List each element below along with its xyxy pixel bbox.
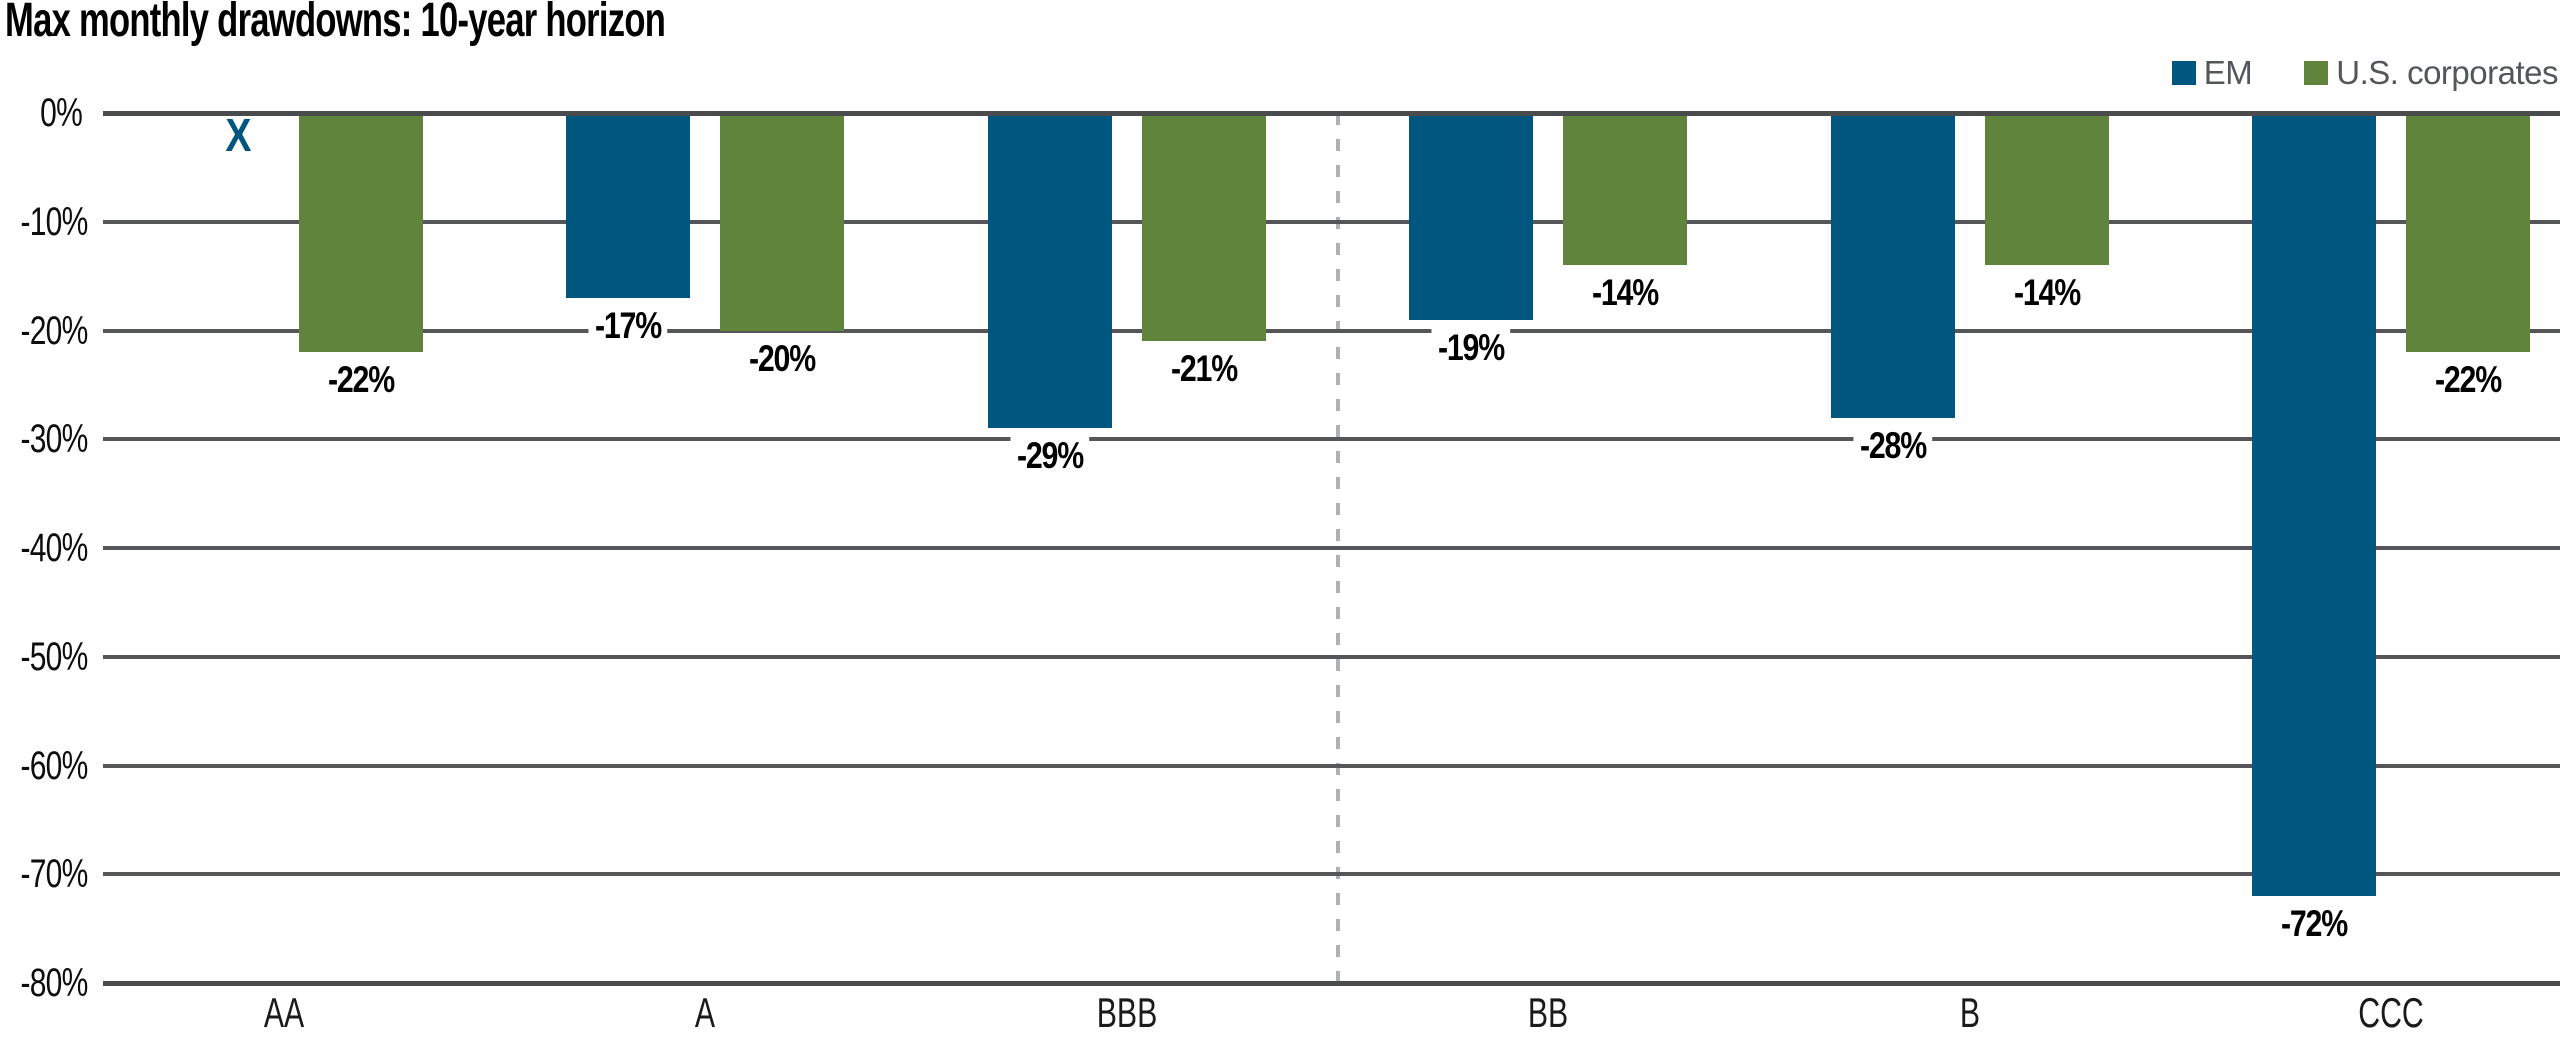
- gridline: [103, 437, 2560, 442]
- bar-value-label: -72%: [2274, 903, 2354, 945]
- chart-legend: EM U.S. corporates: [2171, 54, 2558, 92]
- y-tick-label: -40%: [20, 526, 89, 570]
- y-tick-label: -30%: [20, 417, 89, 462]
- gridline: [103, 219, 2560, 224]
- bar-us-corporates-bbb: [1141, 116, 1266, 342]
- x-axis-category-label: AA: [263, 989, 304, 1036]
- y-tick-label: -60%: [20, 743, 89, 788]
- chart-title: Max monthly drawdowns: 10-year horizon: [5, 0, 666, 47]
- bar-em-bb: [1409, 116, 1534, 320]
- legend-swatch-icon: [2171, 61, 2196, 85]
- bar-us-corporates-a: [720, 116, 845, 331]
- bar-em-bbb: [987, 116, 1112, 429]
- bar-us-corporates-ccc: [2406, 116, 2531, 353]
- legend-item-em: EM: [2171, 54, 2253, 92]
- bar-us-corporates-aa: [298, 116, 423, 353]
- bar-us-corporates-bb: [1563, 116, 1688, 266]
- legend-swatch-icon: [2304, 61, 2329, 85]
- bar-value-label: -14%: [2007, 272, 2087, 315]
- gridline: [103, 872, 2560, 877]
- y-tick-label: -70%: [20, 852, 89, 897]
- bar-em-ccc: [2252, 116, 2377, 896]
- x-axis-category-label: BBB: [1096, 989, 1158, 1036]
- bar-value-label: -22%: [321, 359, 401, 402]
- bar-value-label: -29%: [1010, 435, 1090, 478]
- bar-value-label: -17%: [588, 304, 668, 347]
- bar-value-label: -20%: [742, 337, 822, 380]
- no-data-marker: X: [225, 109, 251, 161]
- bar-value-label: -21%: [1164, 348, 1244, 391]
- zero-baseline: [103, 111, 2560, 116]
- gridline: [103, 328, 2560, 333]
- legend-label: EM: [2203, 54, 2253, 91]
- legend-label: U.S. corporates: [2336, 54, 2558, 91]
- y-tick-label: 0%: [40, 91, 83, 135]
- x-axis-line: [103, 981, 2560, 986]
- gridline: [103, 654, 2560, 659]
- legend-item-us-corporates: U.S. corporates: [2304, 54, 2558, 92]
- x-axis-category-label: BB: [1528, 989, 1569, 1036]
- bar-em-a: [566, 116, 691, 298]
- bar-us-corporates-b: [1984, 116, 2109, 266]
- bar-value-label: -22%: [2428, 359, 2508, 402]
- x-axis-category-label: A: [695, 989, 716, 1036]
- y-tick-label: -10%: [20, 199, 89, 244]
- gridline: [103, 546, 2560, 550]
- bar-em-b: [1830, 116, 1955, 418]
- bar-value-label: -28%: [1853, 424, 1933, 467]
- x-axis-category-label: CCC: [2358, 989, 2425, 1036]
- gridline: [103, 763, 2560, 768]
- y-tick-label: -80%: [20, 961, 89, 1005]
- bar-value-label: -19%: [1431, 326, 1511, 369]
- y-tick-label: -20%: [20, 308, 89, 353]
- bar-value-label: -14%: [1585, 272, 1665, 315]
- y-tick-label: -50%: [20, 634, 89, 679]
- x-axis-category-label: B: [1959, 989, 1980, 1036]
